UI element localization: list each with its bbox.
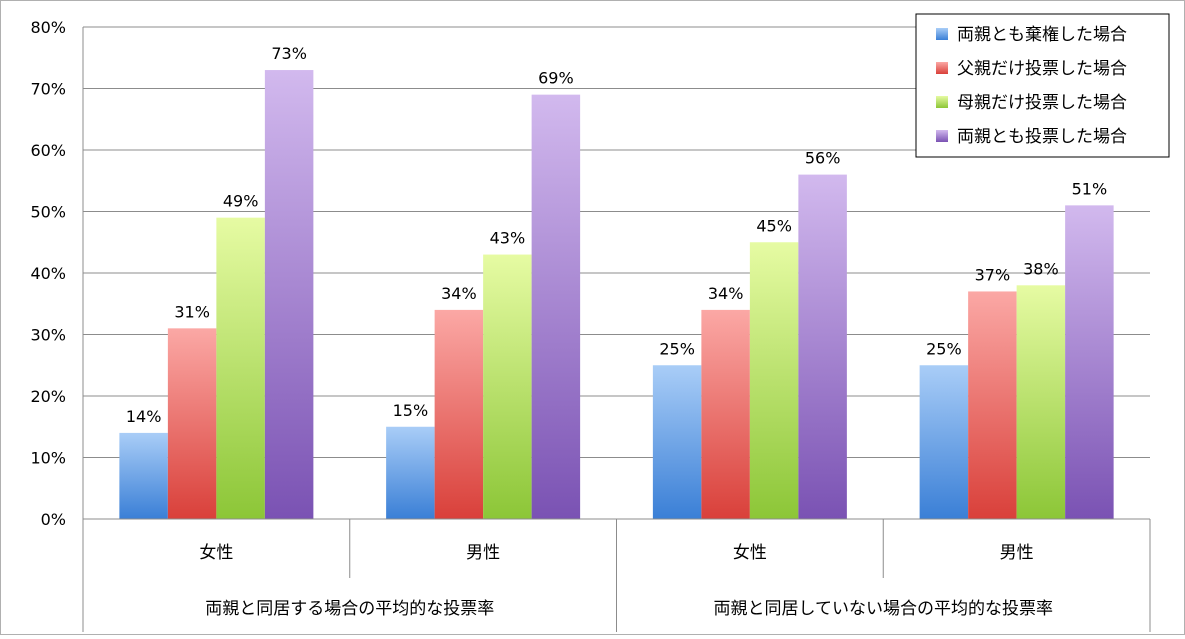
bar <box>216 217 265 519</box>
legend-entry: 母親だけ投票した場合 <box>957 93 1127 113</box>
y-tick-label: 80% <box>30 18 66 37</box>
data-label: 34% <box>708 284 744 303</box>
bar <box>749 242 799 519</box>
bar <box>701 309 750 519</box>
data-label: 38% <box>1023 259 1059 278</box>
bar <box>798 174 847 519</box>
data-label: 51% <box>1072 179 1108 198</box>
x-tick-label: 男性 <box>1000 543 1034 563</box>
x-tick-label: 女性 <box>199 543 233 563</box>
data-label: 69% <box>538 69 574 88</box>
bar <box>483 254 532 520</box>
data-label: 49% <box>223 192 259 211</box>
data-label: 25% <box>659 339 695 358</box>
y-tick-label: 10% <box>30 449 66 468</box>
legend-entry: 父親だけ投票した場合 <box>957 59 1127 79</box>
bar <box>531 94 581 520</box>
bar <box>1016 285 1066 519</box>
bar <box>264 70 314 520</box>
bar <box>386 426 435 519</box>
y-tick-label: 20% <box>30 387 66 406</box>
bar <box>167 328 217 519</box>
bar <box>968 291 1017 519</box>
y-tick-label: 70% <box>30 80 66 99</box>
bar <box>652 365 702 519</box>
data-label: 25% <box>926 339 962 358</box>
data-label: 14% <box>126 407 162 426</box>
y-tick-label: 40% <box>30 264 66 283</box>
data-label: 34% <box>441 284 477 303</box>
bar <box>434 309 484 519</box>
data-label: 43% <box>490 229 526 248</box>
y-tick-label: 60% <box>30 141 66 160</box>
bar <box>919 365 969 519</box>
data-label: 31% <box>174 302 210 321</box>
legend-swatch <box>936 28 948 40</box>
legend-box <box>915 13 1170 158</box>
x-group-label: 両親と同居する場合の平均的な投票率 <box>205 599 494 619</box>
data-label: 37% <box>975 265 1011 284</box>
data-label: 45% <box>756 216 792 235</box>
x-tick-label: 女性 <box>733 543 767 563</box>
x-group-label: 両親と同居していない場合の平均的な投票率 <box>714 599 1054 619</box>
data-label: 56% <box>805 149 841 168</box>
legend-entry: 両親とも棄権した場合 <box>957 25 1127 45</box>
bar <box>1065 205 1114 519</box>
x-tick-label: 男性 <box>466 543 500 563</box>
legend-swatch <box>936 62 948 74</box>
legend-swatch <box>936 130 948 142</box>
data-label: 73% <box>271 44 307 63</box>
bar <box>119 432 168 519</box>
y-tick-label: 30% <box>30 326 66 345</box>
data-label: 15% <box>393 401 429 420</box>
legend-swatch <box>936 96 948 108</box>
y-tick-label: 50% <box>30 203 66 222</box>
legend-entry: 両親とも投票した場合 <box>957 127 1127 147</box>
y-tick-label: 0% <box>41 510 66 529</box>
